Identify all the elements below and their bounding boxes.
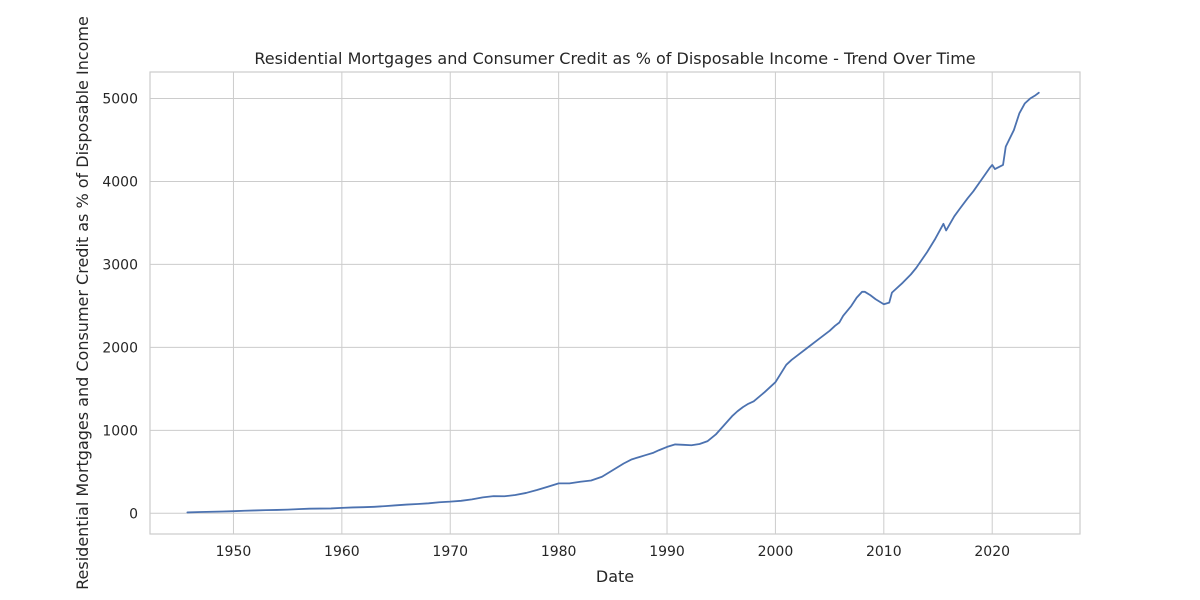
y-tick-label: 1000 (102, 423, 138, 439)
x-axis-title: Date (596, 567, 634, 586)
series-line (186, 91, 1040, 514)
x-tick-label: 2000 (758, 544, 794, 560)
x-tick-label: 2010 (866, 544, 902, 560)
plot-area (149, 71, 1081, 535)
x-tick-label: 1980 (541, 544, 577, 560)
y-tick-label: 4000 (102, 174, 138, 190)
x-tick-label: 1960 (324, 544, 360, 560)
series-group (186, 91, 1040, 514)
x-tick-label: 1990 (649, 544, 685, 560)
y-tick-label: 5000 (102, 92, 138, 108)
chart-title: Residential Mortgages and Consumer Credi… (254, 49, 975, 68)
y-tick-label: 0 (129, 506, 138, 522)
grid (150, 72, 1080, 534)
x-tick-label: 1950 (216, 544, 252, 560)
y-axis-ticks: 0 1000 2000 3000 4000 5000 (102, 92, 138, 523)
y-axis-title: Residential Mortgages and Consumer Credi… (73, 16, 92, 590)
y-tick-label: 3000 (102, 257, 138, 273)
x-axis-ticks: 1950 1960 1970 1980 1990 2000 2010 2020 (216, 544, 1010, 560)
y-tick-label: 2000 (102, 340, 138, 356)
x-tick-label: 1970 (432, 544, 468, 560)
x-tick-label: 2020 (974, 544, 1010, 560)
